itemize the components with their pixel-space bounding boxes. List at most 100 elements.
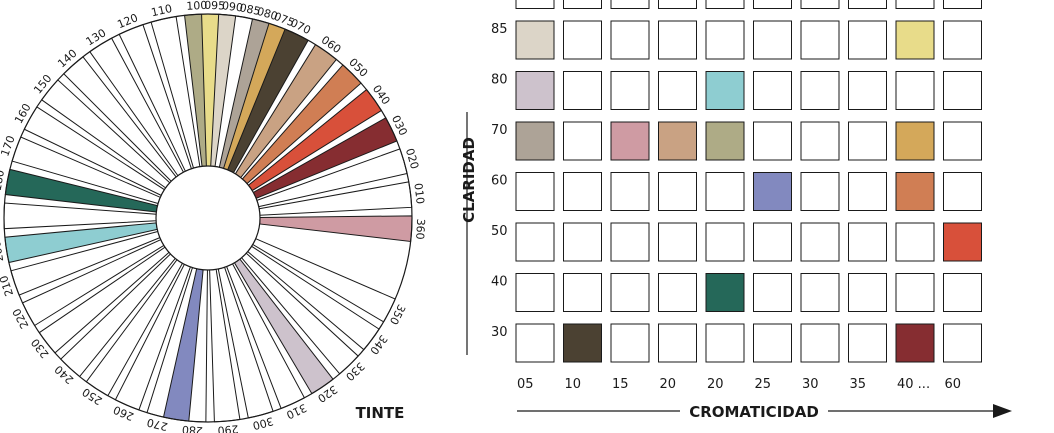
grid-cell-cropped <box>800 0 840 9</box>
lightness-tick-label: 70 <box>491 123 508 138</box>
grid-cell <box>943 121 982 161</box>
grid-cells <box>515 0 982 363</box>
grid-cell <box>800 323 840 363</box>
hue-tick-label: 280 <box>181 423 203 433</box>
lightness-axis-label: CLARIDAD <box>460 137 478 223</box>
hue-tick-label: 360 <box>413 218 427 240</box>
grid-cell-cropped <box>848 0 887 9</box>
grid-cell <box>610 71 650 110</box>
grid-cell <box>658 172 697 211</box>
chroma-axis-label: CROMATICIDAD <box>689 403 819 421</box>
hue-tick-label: 180 <box>0 169 7 192</box>
grid-swatch <box>658 121 697 161</box>
grid-cell <box>895 222 935 262</box>
hue-tick-label: 200 <box>0 240 6 263</box>
grid-cell <box>943 172 982 211</box>
grid-cell <box>563 71 602 110</box>
grid-cell <box>658 71 697 110</box>
grid-cell <box>848 323 887 363</box>
grid-cell <box>563 121 602 161</box>
grid-cell <box>705 323 745 363</box>
grid-cell <box>563 20 602 60</box>
grid-swatch <box>943 222 982 262</box>
hue-tick-label: 085 <box>238 1 261 18</box>
grid-cell <box>848 71 887 110</box>
grid-swatch <box>753 172 792 211</box>
grid-cell <box>753 121 792 161</box>
grid-swatch <box>705 121 745 161</box>
grid-cell <box>610 20 650 60</box>
lightness-tick-label: 85 <box>491 22 508 37</box>
hue-wheel-outer-ring <box>3 13 413 423</box>
grid-cell <box>515 323 555 363</box>
grid-swatch <box>563 323 602 363</box>
hue-wheel-inner-ring <box>155 165 261 271</box>
chroma-tick-label: 10 <box>565 377 582 392</box>
grid-swatch <box>895 172 935 211</box>
grid-swatch <box>705 273 745 312</box>
chroma-tick-label: 35 <box>850 377 867 392</box>
grid-swatch <box>895 121 935 161</box>
grid-cell <box>753 71 792 110</box>
hue-tick-label: 095 <box>204 0 225 12</box>
grid-cell <box>800 121 840 161</box>
grid-cell <box>848 273 887 312</box>
grid-swatch <box>705 71 745 110</box>
grid-cell <box>848 222 887 262</box>
grid-cell <box>800 71 840 110</box>
grid-cell <box>943 273 982 312</box>
hue-tick-label: 110 <box>150 2 173 19</box>
grid-swatch <box>610 121 650 161</box>
chroma-tick-label: 15 <box>612 377 629 392</box>
hue-tick-label: 100 <box>186 0 208 13</box>
chroma-tick-label: 20 <box>660 377 677 392</box>
hue-wheel: 3603503403303203103002902802702602502402… <box>0 0 427 433</box>
grid-cell <box>705 222 745 262</box>
hue-wheel-sectors <box>3 13 413 423</box>
grid-cell <box>610 222 650 262</box>
grid-cell <box>610 273 650 312</box>
grid-cell <box>800 172 840 211</box>
hue-tick-label: 290 <box>217 422 239 433</box>
grid-cell <box>753 273 792 312</box>
grid-cell <box>943 323 982 363</box>
grid-cell <box>658 20 697 60</box>
chroma-tick-label: 05 <box>517 377 534 392</box>
lightness-tick-labels: 85 80 70 60 50 40 30 <box>491 22 508 340</box>
grid-cell <box>800 222 840 262</box>
grid-cell <box>515 222 555 262</box>
lightness-tick-label: 60 <box>491 174 508 189</box>
grid-swatch <box>895 323 935 363</box>
hue-axis-label: TINTE <box>356 404 405 422</box>
grid-cell-cropped <box>515 0 555 9</box>
grid-cell <box>848 20 887 60</box>
grid-cell <box>563 222 602 262</box>
grid-cell <box>658 222 697 262</box>
grid-cell <box>515 172 555 211</box>
hue-tick-label: 080 <box>255 5 279 23</box>
grid-cell <box>943 71 982 110</box>
grid-cell <box>848 121 887 161</box>
grid-cell <box>705 172 745 211</box>
grid-cell <box>563 273 602 312</box>
hue-tick-label: 270 <box>146 416 169 433</box>
grid-cell-cropped <box>705 0 745 9</box>
grid-cell-cropped <box>943 0 982 9</box>
lightness-tick-label: 30 <box>491 325 508 340</box>
lightness-tick-label: 80 <box>491 73 508 88</box>
lightness-tick-label: 50 <box>491 224 508 239</box>
grid-cell-cropped <box>753 0 792 9</box>
lightness-tick-label: 40 <box>491 275 508 290</box>
grid-swatch <box>515 71 555 110</box>
grid-cell-cropped <box>895 0 935 9</box>
hue-tick-label: 010 <box>411 182 426 204</box>
grid-swatch <box>895 20 935 60</box>
hue-tick-label: 190 <box>0 205 2 226</box>
grid-cell <box>753 20 792 60</box>
chroma-tick-label: 20 <box>707 377 724 392</box>
grid-cell <box>895 71 935 110</box>
hue-tick-label: 300 <box>251 414 275 432</box>
grid-cell <box>753 222 792 262</box>
grid-cell <box>895 273 935 312</box>
